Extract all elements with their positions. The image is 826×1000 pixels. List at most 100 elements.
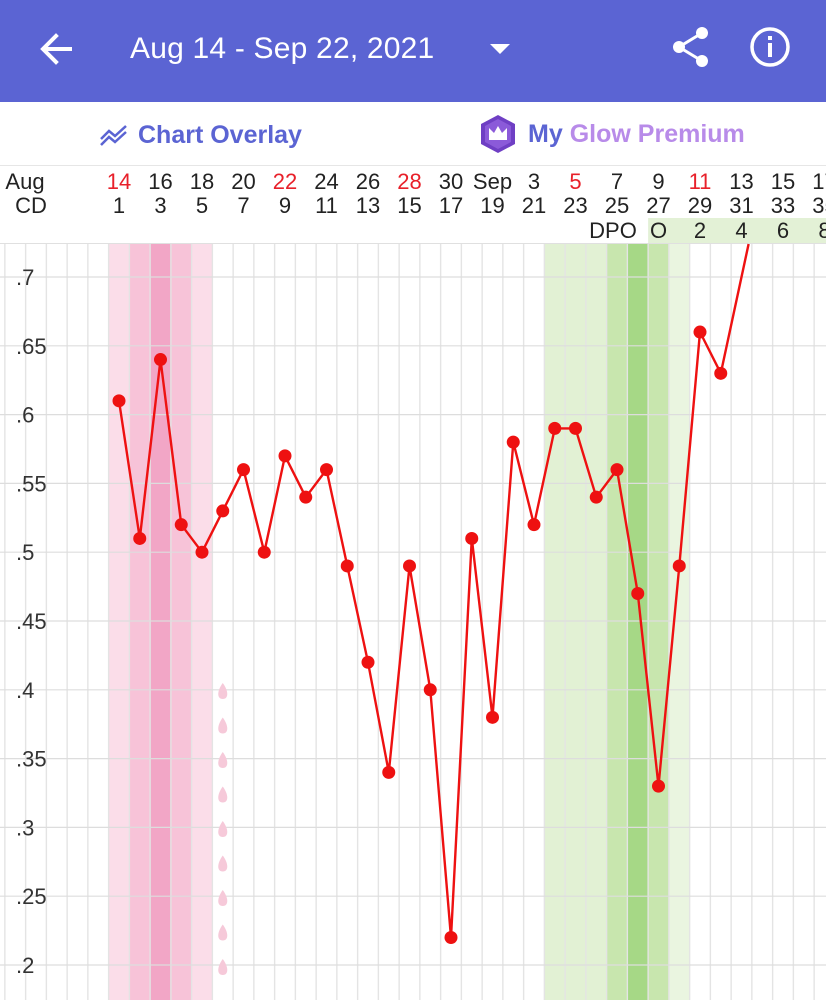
data-point-cd-5[interactable] [195, 545, 209, 559]
date-label: 16 [148, 169, 172, 194]
cd-label: 9 [279, 193, 291, 218]
glow-premium-button[interactable]: My Glow Premium [478, 112, 745, 156]
date-label: 5 [569, 169, 581, 194]
data-point-cd-3[interactable] [154, 353, 167, 367]
data-point-cd-22[interactable] [548, 421, 562, 435]
data-point-cd-15[interactable] [403, 559, 416, 573]
fertile-band-day-25 [606, 244, 628, 1000]
y-tick-label: .65 [16, 334, 47, 359]
data-point-cd-16[interactable] [423, 683, 437, 697]
data-point-cd-4[interactable] [174, 518, 188, 532]
back-button[interactable] [30, 22, 84, 76]
data-point-cd-11[interactable] [320, 463, 333, 477]
dpo-label: 4 [735, 218, 747, 243]
cd-label: 21 [522, 193, 546, 218]
cd-label: 35 [812, 193, 826, 218]
data-point-cd-18[interactable] [465, 531, 479, 545]
data-point-cd-9[interactable] [278, 449, 292, 463]
data-point-cd-24[interactable] [589, 490, 603, 504]
spotting-drop-icon [218, 786, 228, 803]
share-icon [673, 27, 708, 67]
y-tick-label: .4 [16, 678, 34, 703]
dpo-label: 6 [777, 218, 789, 243]
data-point-cd-13[interactable] [361, 655, 375, 669]
date-label: 13 [729, 169, 753, 194]
y-tick-label: .5 [16, 540, 34, 565]
data-point-cd-23[interactable] [569, 421, 582, 435]
spotting-drop-icon [218, 752, 228, 768]
cd-label: 13 [356, 193, 380, 218]
spotting-drop-icon [218, 683, 228, 699]
cd-label: 1 [113, 193, 125, 218]
y-tick-label: .35 [16, 747, 47, 772]
data-point-cd-19[interactable] [486, 710, 499, 724]
data-point-cd-8[interactable] [257, 545, 271, 559]
date-label: 15 [771, 169, 795, 194]
spotting-drop-icon [218, 717, 228, 734]
fertile-band-day-24 [585, 244, 607, 1000]
cycle-bands [108, 244, 690, 1000]
cd-row-label: CD [15, 193, 47, 218]
data-point-cd-29[interactable] [693, 325, 707, 339]
cd-label: 17 [439, 193, 463, 218]
date-range-selector[interactable]: Aug 14 - Sep 22, 2021 [130, 22, 511, 76]
cd-label: 23 [563, 193, 587, 218]
chart-overlay-button[interactable]: Chart Overlay [98, 114, 302, 156]
caret-down-icon [490, 44, 511, 54]
data-point-cd-28[interactable] [672, 559, 686, 573]
data-point-cd-21[interactable] [527, 518, 541, 532]
data-point-cd-27[interactable] [652, 779, 665, 793]
chart-overlay-label: Chart Overlay [138, 120, 302, 149]
data-point-cd-25[interactable] [610, 463, 624, 477]
info-button[interactable] [743, 20, 797, 74]
date-label: 17 [812, 169, 826, 194]
dpo-strip [648, 218, 826, 244]
cd-label: 29 [688, 193, 712, 218]
date-label: 11 [689, 169, 712, 194]
cd-label: 7 [237, 193, 249, 218]
month-row-label: Aug [5, 169, 44, 194]
date-label: 28 [397, 169, 421, 194]
date-label: 26 [356, 169, 380, 194]
period-band-day-5 [191, 244, 213, 1000]
data-point-cd-20[interactable] [506, 435, 520, 449]
cd-label: 33 [771, 193, 795, 218]
data-point-cd-30[interactable] [714, 366, 728, 380]
data-point-cd-1[interactable] [112, 394, 126, 408]
data-point-cd-2[interactable] [133, 531, 147, 545]
premium-label-rest: Glow Premium [569, 119, 745, 148]
data-point-cd-10[interactable] [299, 490, 313, 504]
data-point-cd-12[interactable] [340, 559, 354, 573]
y-tick-label: .25 [16, 884, 47, 909]
date-label: 22 [273, 169, 297, 194]
date-label: 30 [439, 169, 463, 194]
date-range-title: Aug 14 - Sep 22, 2021 [130, 32, 435, 65]
data-point-cd-6[interactable] [216, 504, 230, 518]
dpo-label: 8 [818, 218, 826, 243]
data-point-cd-17[interactable] [444, 930, 458, 944]
premium-label-my: My [528, 119, 563, 148]
period-band-day-4 [170, 244, 192, 1000]
fertile-band-day-22 [544, 244, 566, 1000]
cd-label: 25 [605, 193, 629, 218]
data-point-cd-26[interactable] [631, 586, 645, 600]
cd-label: 5 [196, 193, 208, 218]
share-button[interactable] [664, 20, 718, 74]
date-label: 20 [231, 169, 255, 194]
data-point-cd-7[interactable] [237, 463, 250, 477]
chart-grid [0, 244, 826, 1000]
spotting-drop-icon [218, 924, 228, 941]
cd-label: 15 [397, 193, 421, 218]
y-tick-label: .6 [16, 403, 34, 428]
dpo-label: 2 [694, 218, 706, 243]
app-bar: Aug 14 - Sep 22, 2021 [0, 0, 826, 102]
data-point-cd-14[interactable] [382, 765, 396, 779]
info-icon [750, 27, 790, 67]
chart-overlay-icon [100, 125, 127, 146]
cd-label: 11 [315, 193, 338, 218]
cd-label: 27 [646, 193, 670, 218]
date-label: 18 [190, 169, 214, 194]
date-label: Sep [473, 169, 512, 194]
arrow-back-icon [40, 33, 72, 65]
